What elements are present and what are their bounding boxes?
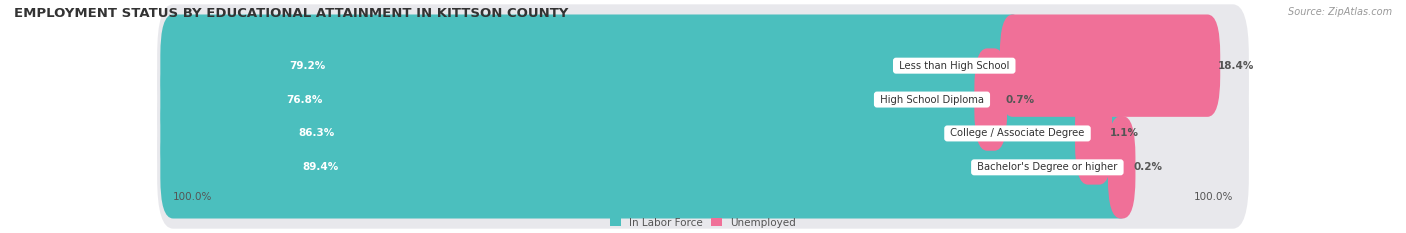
FancyBboxPatch shape (1108, 116, 1136, 219)
Text: 100.0%: 100.0% (173, 192, 212, 202)
Text: EMPLOYMENT STATUS BY EDUCATIONAL ATTAINMENT IN KITTSON COUNTY: EMPLOYMENT STATUS BY EDUCATIONAL ATTAINM… (14, 7, 568, 20)
Text: 100.0%: 100.0% (1194, 192, 1233, 202)
FancyBboxPatch shape (157, 38, 1249, 161)
Text: 0.2%: 0.2% (1133, 162, 1163, 172)
Text: Less than High School: Less than High School (896, 61, 1012, 71)
FancyBboxPatch shape (157, 4, 1249, 127)
FancyBboxPatch shape (160, 82, 1101, 185)
FancyBboxPatch shape (157, 72, 1249, 195)
Legend: In Labor Force, Unemployed: In Labor Force, Unemployed (610, 218, 796, 228)
FancyBboxPatch shape (1076, 82, 1112, 185)
Text: 76.8%: 76.8% (287, 95, 323, 105)
Text: 0.7%: 0.7% (1005, 95, 1035, 105)
FancyBboxPatch shape (160, 116, 1133, 219)
Text: 79.2%: 79.2% (290, 61, 326, 71)
Text: College / Associate Degree: College / Associate Degree (948, 128, 1088, 138)
Text: 18.4%: 18.4% (1218, 61, 1254, 71)
FancyBboxPatch shape (1000, 14, 1220, 117)
Text: 89.4%: 89.4% (302, 162, 339, 172)
FancyBboxPatch shape (974, 48, 1007, 151)
Text: Source: ZipAtlas.com: Source: ZipAtlas.com (1288, 7, 1392, 17)
FancyBboxPatch shape (160, 48, 1000, 151)
FancyBboxPatch shape (157, 106, 1249, 229)
Text: 86.3%: 86.3% (298, 128, 335, 138)
Text: High School Diploma: High School Diploma (877, 95, 987, 105)
Text: 1.1%: 1.1% (1109, 128, 1139, 138)
Text: Bachelor's Degree or higher: Bachelor's Degree or higher (974, 162, 1121, 172)
FancyBboxPatch shape (160, 14, 1025, 117)
